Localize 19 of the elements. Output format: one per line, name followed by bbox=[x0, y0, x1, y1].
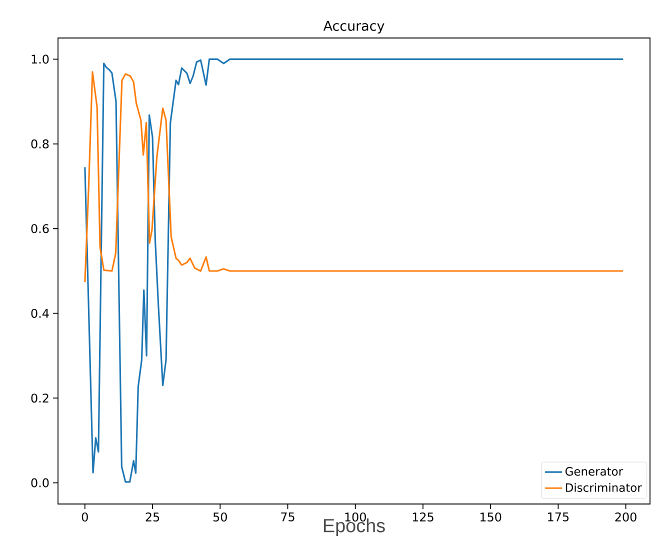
y-tick-label: 0.2 bbox=[31, 394, 48, 403]
y-tick-label: 0.4 bbox=[31, 308, 49, 318]
line-series bbox=[84, 58, 624, 483]
y-tick-label: 0.8 bbox=[31, 139, 49, 148]
line-series bbox=[84, 71, 624, 283]
x-tick-label: 150 bbox=[480, 512, 502, 522]
y-tick-label: 1.0 bbox=[32, 54, 49, 64]
legend-label: Discriminator bbox=[566, 483, 642, 492]
x-tick-label: 200 bbox=[615, 512, 636, 522]
x-tick-label: 25 bbox=[146, 512, 160, 522]
legend-label: Generator bbox=[566, 467, 624, 476]
x-tick-label: 125 bbox=[412, 512, 434, 522]
chart-title: Accuracy bbox=[323, 20, 384, 34]
x-tick-label: 50 bbox=[213, 512, 227, 522]
x-tick-label: 0 bbox=[82, 512, 88, 522]
x-tick-label: 75 bbox=[281, 512, 294, 522]
y-tick-label: 0.6 bbox=[31, 224, 49, 234]
y-tick-label: 0.0 bbox=[31, 478, 49, 488]
x-tick-label: 175 bbox=[548, 512, 569, 522]
